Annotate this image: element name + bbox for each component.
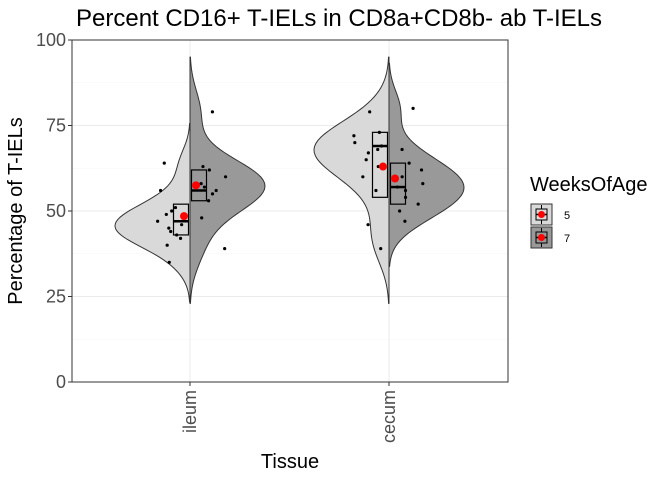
data-point xyxy=(400,147,404,152)
boxplots xyxy=(172,131,407,236)
violin-cecum-7 xyxy=(388,62,465,267)
data-point xyxy=(167,226,171,230)
data-point xyxy=(207,168,211,172)
data-point xyxy=(173,205,178,210)
data-point xyxy=(206,199,211,203)
legend-title: WeeksOfAge xyxy=(530,174,647,196)
data-point xyxy=(361,175,365,179)
data-point xyxy=(374,188,378,193)
data-point xyxy=(156,219,160,223)
data-point xyxy=(379,247,383,251)
y-tick-label: 50 xyxy=(46,201,66,221)
data-point xyxy=(202,185,207,189)
data-point xyxy=(199,182,203,186)
data-point xyxy=(376,164,380,169)
data-point xyxy=(395,185,399,189)
violins xyxy=(114,56,465,304)
data-point xyxy=(352,134,356,138)
data-point xyxy=(398,209,402,213)
data-point xyxy=(416,202,420,206)
data-point xyxy=(366,151,370,155)
violin-ileum-5 xyxy=(114,122,191,303)
mean-points xyxy=(180,162,399,221)
data-point xyxy=(377,130,381,134)
x-axis-ticks: ileum cecum xyxy=(180,382,399,443)
data-point xyxy=(175,233,179,237)
data-point xyxy=(407,161,411,165)
y-tick-label: 100 xyxy=(36,30,66,50)
x-tick-label-ileum: ileum xyxy=(180,390,200,433)
box-ileum-5 xyxy=(172,203,190,236)
x-tick-label-cecum: cecum xyxy=(379,390,399,443)
data-points xyxy=(156,106,425,264)
box-ileum-7 xyxy=(190,169,208,202)
data-point xyxy=(403,219,407,223)
data-point xyxy=(403,188,408,193)
data-point xyxy=(164,212,168,217)
data-point xyxy=(201,164,205,169)
data-point xyxy=(411,106,415,110)
data-point xyxy=(162,161,166,165)
chart-title: Percent CD16+ T-IELs in CD8a+CD8b- ab T-… xyxy=(76,5,602,32)
violin-ileum-7 xyxy=(189,56,266,304)
data-point xyxy=(169,229,173,234)
legend-label-5: 5 xyxy=(564,210,570,222)
mean-ileum-7 xyxy=(192,181,200,190)
data-point xyxy=(178,236,183,240)
data-point xyxy=(364,158,368,162)
legend-key-mean-5 xyxy=(538,211,545,218)
y-tick-label: 0 xyxy=(56,372,66,392)
mean-ileum-5 xyxy=(180,212,188,221)
data-point xyxy=(223,175,228,179)
x-axis-title: Tissue xyxy=(261,451,319,473)
box-cecum-7 xyxy=(389,162,407,205)
y-tick-label: 75 xyxy=(46,116,66,136)
y-tick-label: 25 xyxy=(46,287,66,307)
data-point xyxy=(158,188,163,193)
data-point xyxy=(403,195,408,199)
legend: WeeksOfAge 5 7 xyxy=(530,174,647,249)
data-point xyxy=(210,192,215,196)
data-point xyxy=(165,243,169,247)
violin-cecum-5 xyxy=(313,56,390,304)
data-point xyxy=(180,223,184,227)
data-point xyxy=(210,110,215,114)
mean-cecum-7 xyxy=(391,174,399,183)
data-point xyxy=(400,175,404,179)
data-point xyxy=(419,168,424,172)
data-point xyxy=(379,144,384,148)
legend-label-7: 7 xyxy=(564,233,570,245)
data-point xyxy=(421,182,425,186)
data-point xyxy=(170,209,174,213)
data-point xyxy=(353,141,357,145)
data-point xyxy=(200,216,204,220)
data-point xyxy=(214,188,218,193)
data-point xyxy=(223,247,227,251)
data-point xyxy=(167,260,171,264)
mean-cecum-5 xyxy=(379,162,387,171)
y-axis-title: Percentage of T-IELs xyxy=(5,117,27,305)
data-point xyxy=(376,147,380,152)
data-point xyxy=(366,223,370,227)
y-axis-ticks: 0 25 50 75 100 xyxy=(36,30,72,392)
legend-key-mean-7 xyxy=(538,234,545,241)
data-point xyxy=(368,110,372,114)
